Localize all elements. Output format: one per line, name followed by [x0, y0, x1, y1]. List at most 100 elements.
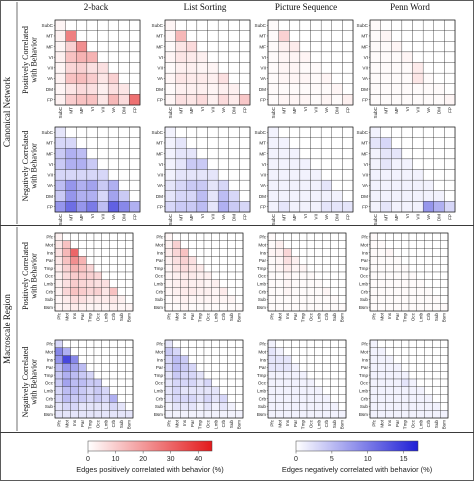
heatmap-cell — [338, 248, 347, 257]
heatmap-cell — [196, 62, 208, 74]
heatmap-cell — [125, 256, 134, 265]
x-tick-label: Occ — [206, 419, 211, 428]
heatmap-cell — [54, 303, 64, 312]
heatmap-cell — [203, 402, 213, 411]
heatmap-cell — [239, 158, 251, 170]
heatmap-cell — [306, 410, 316, 419]
heatmap-cell — [408, 386, 418, 395]
heatmap-cell — [70, 402, 79, 411]
y-tick-label: DM — [156, 87, 163, 92]
heatmap-cell — [217, 179, 229, 191]
y-tick-label: Ins — [47, 250, 54, 255]
heatmap-cell — [235, 402, 244, 411]
x-tick-label: Mot — [64, 419, 69, 427]
heatmap-cell — [117, 363, 126, 372]
y-tick-label: Crb — [46, 289, 54, 294]
heatmap-cell — [320, 19, 332, 31]
x-tick-label: Sub — [434, 313, 439, 322]
heatmap-cell — [267, 371, 277, 380]
heatmap-cell — [186, 126, 198, 138]
heatmap-cell — [65, 19, 77, 31]
heatmap-cell — [196, 51, 208, 63]
panel-border — [369, 19, 456, 106]
heatmap-cell — [86, 371, 95, 380]
x-tick-label: MT — [384, 107, 389, 114]
heatmap-cell — [310, 72, 322, 84]
heatmap-cell — [342, 169, 354, 181]
heatmap-cell — [164, 126, 176, 138]
x-tick-label: Lmb — [103, 313, 108, 322]
y-tick-label: Tmp — [359, 373, 369, 378]
heatmap-cell — [393, 295, 402, 304]
heatmap-cell — [369, 158, 381, 170]
heatmap-cell — [118, 201, 130, 213]
heatmap-cell — [330, 410, 339, 419]
heatmap-cell — [180, 248, 189, 257]
heatmap-cell — [235, 355, 244, 364]
heatmap-cell — [101, 264, 110, 273]
heatmap-cell — [291, 410, 300, 419]
heatmap-cell — [172, 264, 181, 273]
x-tick-label: Bsm — [127, 313, 132, 322]
y-tick-label: VII — [157, 173, 163, 178]
heatmap-cell — [54, 94, 66, 106]
heatmap-cell — [299, 94, 311, 106]
heatmap-cell — [129, 51, 141, 63]
heatmap-cell — [432, 339, 441, 349]
heatmap-cell — [164, 41, 176, 53]
heatmap-cell — [267, 295, 277, 304]
y-tick-label: MF — [259, 151, 266, 156]
y-tick-label: Sub — [258, 297, 267, 302]
heatmap-cell — [289, 201, 301, 213]
heatmap-cell — [217, 137, 229, 149]
heatmap-cell — [289, 62, 301, 74]
y-tick-label: VII — [47, 173, 53, 178]
heatmap-cell — [432, 402, 441, 411]
heatmap-cell — [331, 126, 343, 138]
heatmap-cell — [239, 137, 251, 149]
heatmap-cell — [267, 19, 279, 31]
heatmap-cell — [76, 62, 88, 74]
heatmap-cell — [164, 51, 176, 63]
y-tick-label: MF — [46, 44, 53, 49]
heatmap-cell — [54, 410, 64, 419]
heatmap-cell — [70, 371, 79, 380]
heatmap-cell — [97, 179, 109, 191]
heatmap-cell — [186, 51, 198, 63]
heatmap-cell — [172, 371, 181, 380]
heatmap-cell — [211, 279, 220, 288]
heatmap-cell — [211, 394, 220, 403]
heatmap-cell — [338, 378, 347, 388]
heatmap-cell — [180, 287, 189, 296]
heatmap-cell — [299, 355, 308, 364]
heatmap-cell — [196, 386, 205, 395]
y-tick-label: VII — [362, 173, 368, 178]
heatmap-cell — [380, 148, 392, 160]
heatmap-cell — [97, 169, 109, 181]
heatmap-cell — [164, 248, 174, 257]
heatmap-cell — [299, 371, 308, 380]
heatmap-cell — [275, 271, 284, 281]
heatmap-cell — [401, 62, 413, 74]
x-tick-label: Mot — [174, 312, 179, 320]
heatmap-cell — [239, 179, 251, 191]
heatmap-cell — [227, 303, 236, 312]
heatmap-cell — [299, 303, 308, 312]
heatmap-cell — [283, 279, 292, 288]
x-tick-label: Ins — [387, 312, 392, 319]
x-tick-label: MF — [394, 214, 399, 221]
heatmap-cell — [207, 201, 219, 213]
x-tick-label: Bsm — [237, 313, 242, 322]
heatmap-cell — [391, 148, 403, 160]
heatmap-cell — [283, 402, 292, 411]
x-tick-label: DM — [232, 107, 237, 114]
x-tick-label: Occ — [309, 419, 314, 428]
heatmap-cell — [401, 394, 410, 403]
heatmap-cell — [164, 148, 176, 160]
y-tick-label: VA — [157, 76, 164, 81]
heatmap-cell — [408, 271, 418, 281]
heatmap-cell — [109, 248, 118, 257]
